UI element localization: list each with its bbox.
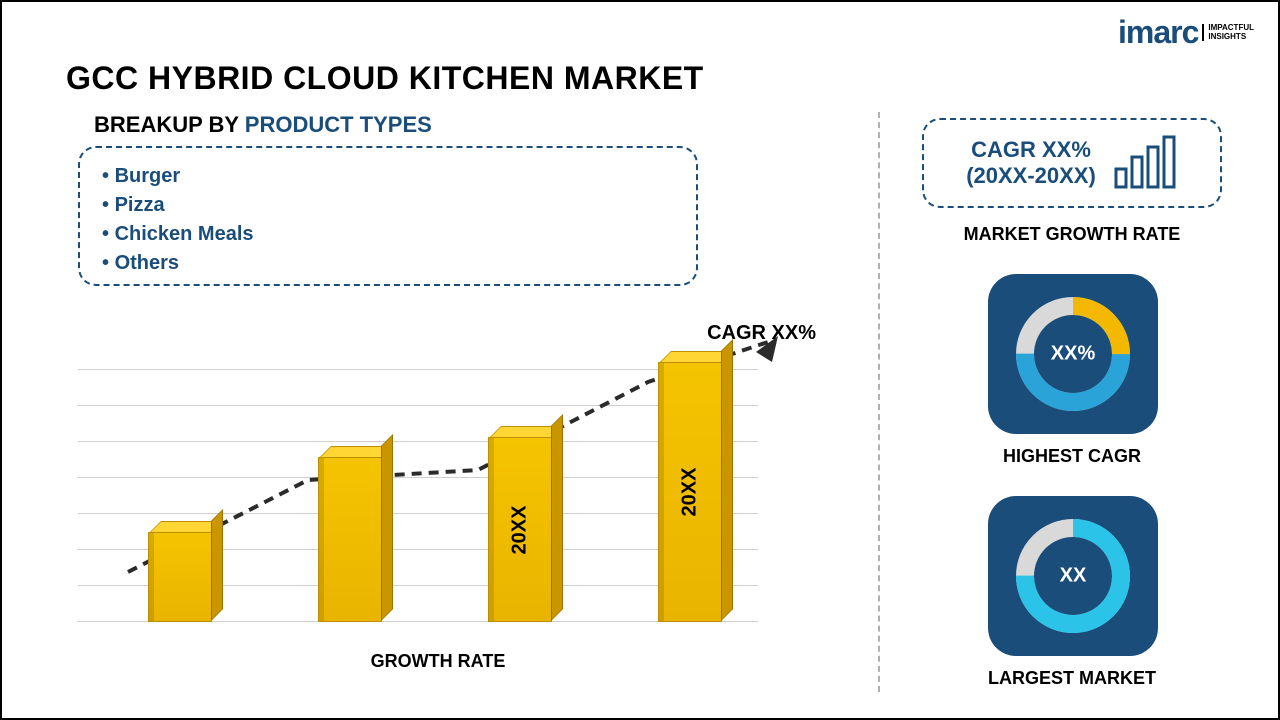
growth-bar-chart: 20XX20XX CAGR XX% GROWTH RATE <box>78 322 798 662</box>
growth-rate-title: MARKET GROWTH RATE <box>922 224 1222 245</box>
donut-value: XX <box>1060 565 1087 588</box>
product-item: Chicken Meals <box>102 220 674 249</box>
highest-cagr-tile: XX% <box>988 274 1158 434</box>
vertical-divider <box>878 112 880 692</box>
bar <box>148 532 212 622</box>
bar-label: 20XX <box>509 505 532 554</box>
breakup-heading: BREAKUP BY PRODUCT TYPES <box>94 112 432 138</box>
bar: 20XX <box>658 362 722 622</box>
brand-logo: imarc IMPACTFULINSIGHTS <box>1118 14 1254 51</box>
chart-axis-label: GROWTH RATE <box>371 651 506 672</box>
product-item: Pizza <box>102 191 674 220</box>
product-types-box: BurgerPizzaChicken MealsOthers <box>78 146 698 286</box>
logo-text: imarc <box>1118 14 1198 51</box>
product-item: Burger <box>102 162 674 191</box>
cagr-text: CAGR XX%(20XX-20XX) <box>966 137 1096 190</box>
product-list: BurgerPizzaChicken MealsOthers <box>102 162 674 278</box>
product-item: Others <box>102 249 674 278</box>
donut-value: XX% <box>1051 343 1095 366</box>
largest-market-tile: XX <box>988 496 1158 656</box>
trend-label: CAGR XX% <box>707 322 816 345</box>
largest-market-title: LARGEST MARKET <box>922 668 1222 689</box>
bar <box>318 457 382 622</box>
highest-cagr-title: HIGHEST CAGR <box>922 446 1222 467</box>
logo-tagline: IMPACTFULINSIGHTS <box>1202 24 1254 42</box>
page-title: GCC HYBRID CLOUD KITCHEN MARKET <box>66 60 704 97</box>
bar: 20XX <box>488 437 552 622</box>
mini-bar-icon <box>1114 135 1178 191</box>
bar-label: 20XX <box>679 468 702 517</box>
cagr-summary-box: CAGR XX%(20XX-20XX) <box>922 118 1222 208</box>
